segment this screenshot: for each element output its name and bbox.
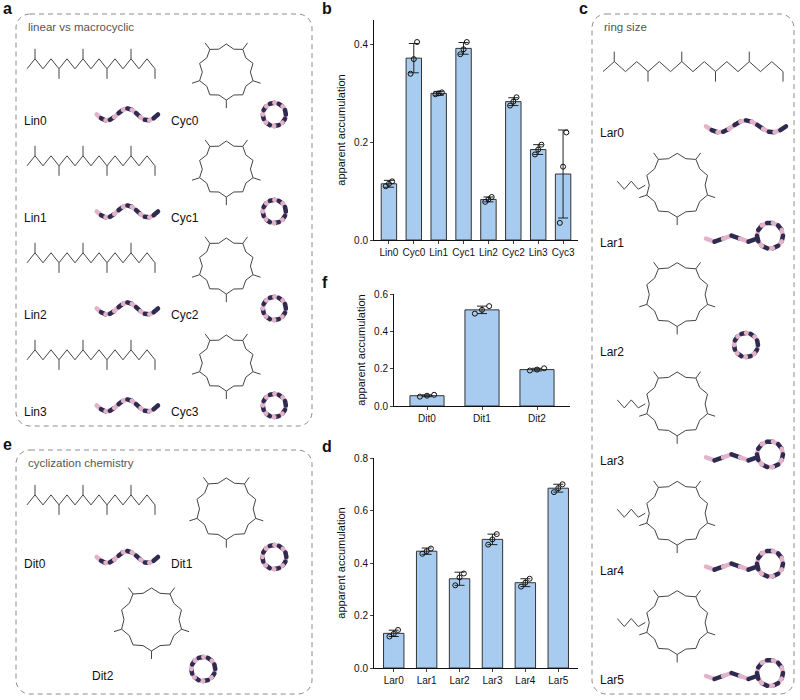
svg-text:Lin0: Lin0	[24, 114, 47, 128]
svg-text:Lin2: Lin2	[479, 247, 498, 258]
svg-text:ring size: ring size	[604, 21, 647, 33]
svg-text:Cyc3: Cyc3	[552, 247, 575, 258]
svg-text:f: f	[322, 274, 328, 291]
svg-text:Lin1: Lin1	[429, 247, 448, 258]
svg-text:Lar4: Lar4	[600, 564, 624, 578]
svg-text:0.0: 0.0	[374, 401, 388, 412]
svg-text:0.4: 0.4	[374, 326, 388, 337]
svg-text:Lar0: Lar0	[600, 126, 624, 140]
svg-text:e: e	[3, 436, 12, 453]
svg-text:0.2: 0.2	[354, 610, 368, 621]
svg-text:Cyc2: Cyc2	[171, 308, 199, 322]
svg-text:0.6: 0.6	[374, 289, 388, 300]
svg-text:Cyc0: Cyc0	[171, 114, 199, 128]
svg-text:b: b	[322, 0, 332, 17]
svg-text:Lar4: Lar4	[515, 675, 535, 686]
svg-text:Cyc3: Cyc3	[171, 405, 199, 419]
svg-text:Lar3: Lar3	[482, 675, 502, 686]
svg-text:0.4: 0.4	[354, 39, 368, 50]
svg-text:apparent accumulation: apparent accumulation	[335, 74, 347, 185]
svg-text:Dit0: Dit0	[418, 413, 436, 424]
svg-text:0.6: 0.6	[354, 505, 368, 516]
svg-text:Lar0: Lar0	[384, 675, 404, 686]
svg-text:Lar2: Lar2	[450, 675, 470, 686]
svg-text:Lin1: Lin1	[24, 211, 47, 225]
svg-text:0.0: 0.0	[354, 663, 368, 674]
svg-text:a: a	[3, 0, 12, 17]
svg-text:Cyc2: Cyc2	[502, 247, 525, 258]
svg-text:Lar2: Lar2	[600, 345, 624, 359]
svg-text:0.2: 0.2	[374, 363, 388, 374]
svg-text:d: d	[322, 438, 332, 455]
svg-text:cyclization chemistry: cyclization chemistry	[28, 457, 134, 469]
svg-text:Dit2: Dit2	[528, 413, 546, 424]
svg-text:Dit1: Dit1	[171, 557, 193, 571]
svg-text:Lar1: Lar1	[417, 675, 437, 686]
svg-text:Cyc1: Cyc1	[171, 211, 199, 225]
svg-text:0.8: 0.8	[354, 453, 368, 464]
svg-text:0.4: 0.4	[354, 558, 368, 569]
svg-text:Lar3: Lar3	[600, 454, 624, 468]
svg-text:Lin3: Lin3	[24, 405, 47, 419]
svg-text:0.0: 0.0	[354, 235, 368, 246]
svg-text:Cyc1: Cyc1	[452, 247, 475, 258]
svg-text:apparent accumulation: apparent accumulation	[355, 294, 367, 405]
svg-text:Dit0: Dit0	[24, 557, 46, 571]
svg-text:Lin0: Lin0	[379, 247, 398, 258]
svg-text:0.2: 0.2	[354, 137, 368, 148]
svg-text:Lar5: Lar5	[548, 675, 568, 686]
svg-text:apparent accumulation: apparent accumulation	[335, 507, 347, 618]
svg-text:Lin3: Lin3	[529, 247, 548, 258]
svg-text:Lin2: Lin2	[24, 308, 47, 322]
svg-text:Dit2: Dit2	[92, 669, 114, 683]
svg-text:Dit1: Dit1	[473, 413, 491, 424]
svg-text:Lar5: Lar5	[600, 673, 624, 687]
svg-text:linear vs macrocyclic: linear vs macrocyclic	[28, 21, 134, 33]
svg-text:Lar1: Lar1	[600, 236, 624, 250]
svg-text:c: c	[579, 0, 588, 17]
svg-text:Cyc0: Cyc0	[402, 247, 425, 258]
